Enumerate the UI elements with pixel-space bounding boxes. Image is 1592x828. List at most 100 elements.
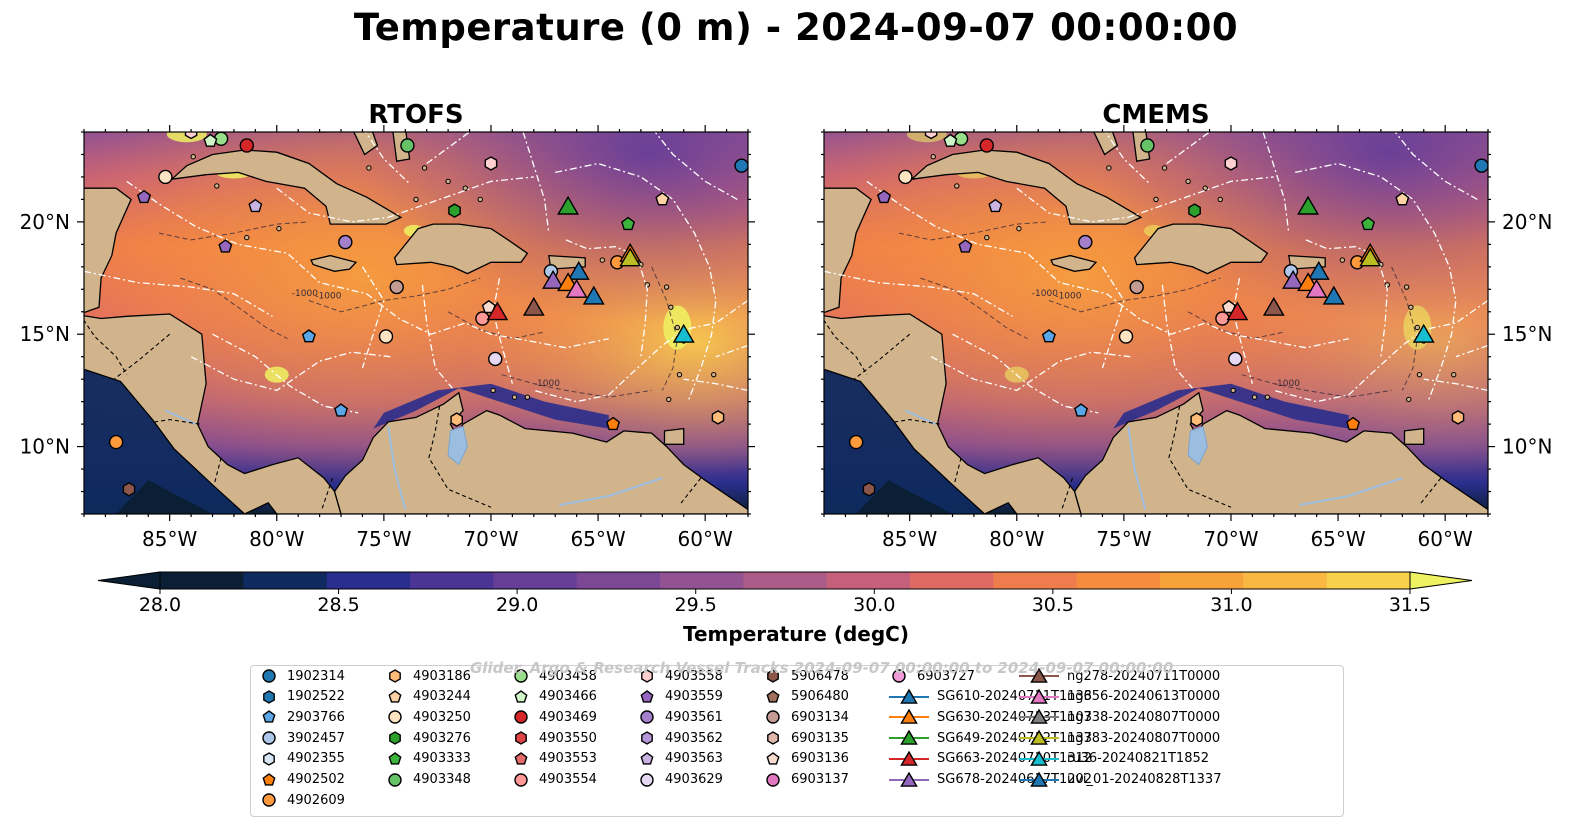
legend-item: 4903561 (637, 707, 723, 727)
legend-marker-circle-icon (514, 669, 528, 683)
legend-marker-triangle-line-icon (1019, 771, 1059, 787)
small-island (1339, 257, 1346, 263)
land-trinidad (1403, 427, 1425, 445)
argo-float-4903250 (898, 169, 913, 185)
lon-tick-label: 80°W (989, 527, 1044, 551)
legend-label: SG649-20240712T1133 (937, 730, 1093, 746)
legend-marker (388, 689, 402, 703)
small-island (1230, 387, 1236, 394)
legend-marker (262, 710, 276, 723)
argo-float-6903136 (1221, 299, 1236, 314)
legend-marker-hexagon-icon (389, 731, 401, 745)
argo-float-4903559 (958, 239, 973, 253)
argo-float-4903563 (248, 198, 263, 213)
lake-maracaibo (1187, 425, 1208, 466)
argo-float-4903333 (1361, 216, 1376, 231)
argo-float-4903333 (621, 216, 636, 231)
eez-boundary (1166, 132, 1210, 165)
legend-marker (263, 689, 275, 704)
small-island (524, 394, 531, 400)
small-island (930, 154, 936, 160)
legend-label: 4903458 (539, 668, 597, 684)
legend-label: 2903766 (287, 709, 345, 725)
legend-item: 4903250 (385, 707, 471, 727)
argo-float-4903559 (136, 189, 152, 204)
legend-item: 4903559 (637, 687, 723, 707)
legend-label: SG663-20240710T1312 (937, 751, 1093, 767)
river-sanjuan (164, 409, 196, 426)
glider-ng656-20240613T0000 (565, 278, 588, 298)
legend-label: 6903727 (917, 668, 975, 684)
legend-marker-circle-icon (640, 772, 654, 787)
legend-marker-triangle-line-icon (1019, 667, 1059, 683)
legend-marker-pentagon-icon (388, 751, 402, 765)
eez-boundary (276, 176, 534, 223)
glider-SG649-20240712T1133 (557, 195, 580, 215)
legend-label: 4903553 (539, 751, 597, 767)
legend-label: 4903562 (665, 730, 723, 746)
legend-marker (388, 772, 402, 787)
legend-marker-circle-icon (640, 710, 654, 725)
argo-float-4903186 (450, 412, 463, 427)
legend-marker-pentagon-icon (262, 710, 276, 723)
argo-float-4903276 (448, 203, 461, 218)
argo-float-4902502 (606, 416, 621, 431)
land-jamaica (1050, 254, 1098, 272)
small-island (954, 183, 960, 189)
small-island (663, 284, 670, 290)
eez-boundary (212, 333, 359, 414)
lon-tick-label: 65°W (1310, 527, 1365, 551)
argo-float-2903766 (1074, 403, 1089, 417)
argo-float-4903558 (184, 132, 198, 140)
small-island (413, 196, 419, 203)
eez-boundary (533, 299, 748, 403)
country-border (113, 333, 171, 380)
depth-contour (308, 277, 481, 313)
legend-marker-triangle-line-icon (1019, 688, 1059, 704)
legend-label: uvi_01-20240828T1337 (1067, 772, 1222, 787)
legend-item: 4903563 (637, 749, 723, 769)
glider-SG610-20240711T1133 (1322, 285, 1345, 305)
legend-marker (767, 669, 779, 683)
land-andros (314, 132, 329, 133)
colorbar-tick-label: 29.5 (674, 594, 717, 616)
country-border (1419, 477, 1442, 506)
small-island (1153, 196, 1159, 203)
legend-marker (1030, 771, 1048, 787)
legend-marker (514, 669, 528, 683)
legend-item: 4903629 (637, 770, 723, 790)
colorbar-tick-label: 31.0 (1210, 594, 1253, 616)
country-border (321, 477, 334, 510)
small-island (1202, 185, 1208, 191)
country-border (154, 419, 200, 425)
legend-marker-pentagon-icon (262, 772, 276, 786)
legend-item: 6903137 (763, 770, 849, 790)
legend-item: 4902502 (259, 770, 345, 790)
argo-float-5906478 (122, 481, 136, 497)
glider-ng278-20240711T0000 (522, 296, 545, 316)
legend-item: 5906478 (763, 666, 849, 686)
legend-item: SG649-20240712T1133 (889, 728, 1092, 748)
legend-marker (640, 772, 654, 787)
small-island (276, 225, 282, 232)
eez-boundary (1101, 266, 1125, 369)
legend-marker-pentagon-icon (514, 751, 528, 765)
legend-label: ng783-20240807T0000 (1067, 730, 1221, 746)
legend-label: 4903563 (665, 751, 723, 767)
colorbar-tick-label: 30.5 (1031, 594, 1074, 616)
legend-marker (388, 751, 402, 765)
legend-item: 2903766 (259, 707, 345, 727)
legend-marker-triangle-line-icon (889, 750, 929, 766)
legend-marker (1030, 667, 1048, 683)
eez-boundary (492, 277, 514, 384)
legend-marker-triangle-line-icon (889, 688, 929, 704)
lat-tick-label: 15°N (20, 322, 70, 346)
land-exuma (353, 132, 379, 156)
legend-marker-hexagon-icon (389, 669, 401, 683)
colorbar-segment (410, 572, 494, 589)
glider-ng783-20240807T0000 (619, 247, 642, 267)
legend-label: 4903186 (413, 668, 471, 684)
depth-contour (1187, 311, 1285, 340)
small-island (1451, 371, 1457, 378)
legend-marker-circle-icon (388, 772, 402, 787)
